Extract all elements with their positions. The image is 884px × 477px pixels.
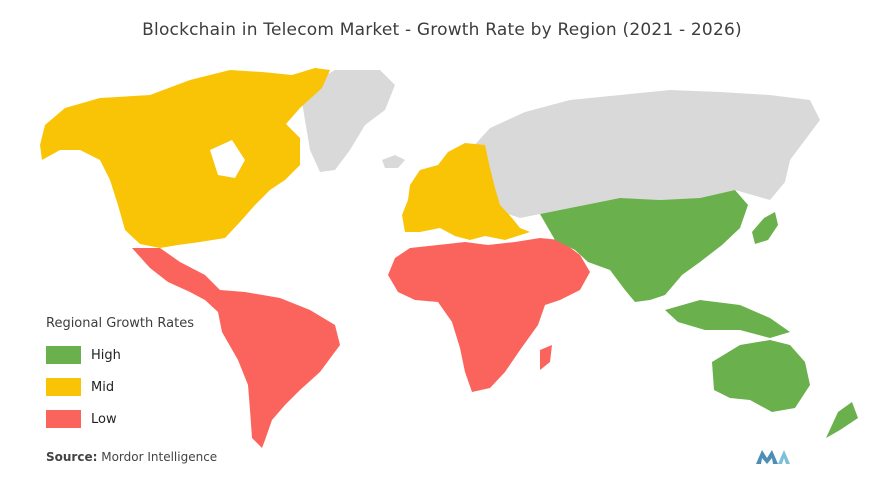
source-label: Source:: [46, 450, 98, 464]
region-europe: [402, 143, 530, 240]
legend-item-high: High: [46, 345, 194, 365]
legend-swatch-mid: [46, 378, 81, 396]
region-north-america: [40, 68, 330, 248]
legend-swatch-low: [46, 410, 81, 428]
source-text: Mordor Intelligence: [101, 450, 218, 464]
region-greenland: [300, 70, 395, 172]
legend: Regional Growth Rates High Mid Low: [46, 316, 194, 441]
legend-item-low: Low: [46, 409, 194, 429]
region-australia: [712, 340, 810, 412]
source-note: Source: Mordor Intelligence: [46, 450, 217, 464]
region-asia-pacific: [540, 190, 748, 302]
region-middle-east-africa: [388, 238, 590, 392]
legend-label-low: Low: [91, 411, 117, 427]
chart-title: Blockchain in Telecom Market - Growth Ra…: [142, 20, 742, 40]
region-iceland: [382, 155, 405, 168]
mordor-intelligence-logo-icon: [756, 450, 790, 464]
legend-swatch-high: [46, 346, 81, 364]
region-latin-america: [132, 248, 340, 448]
legend-item-mid: Mid: [46, 377, 194, 397]
legend-label-high: High: [91, 347, 121, 363]
legend-title: Regional Growth Rates: [46, 316, 194, 331]
legend-label-mid: Mid: [91, 379, 115, 395]
region-russia: [470, 90, 820, 218]
